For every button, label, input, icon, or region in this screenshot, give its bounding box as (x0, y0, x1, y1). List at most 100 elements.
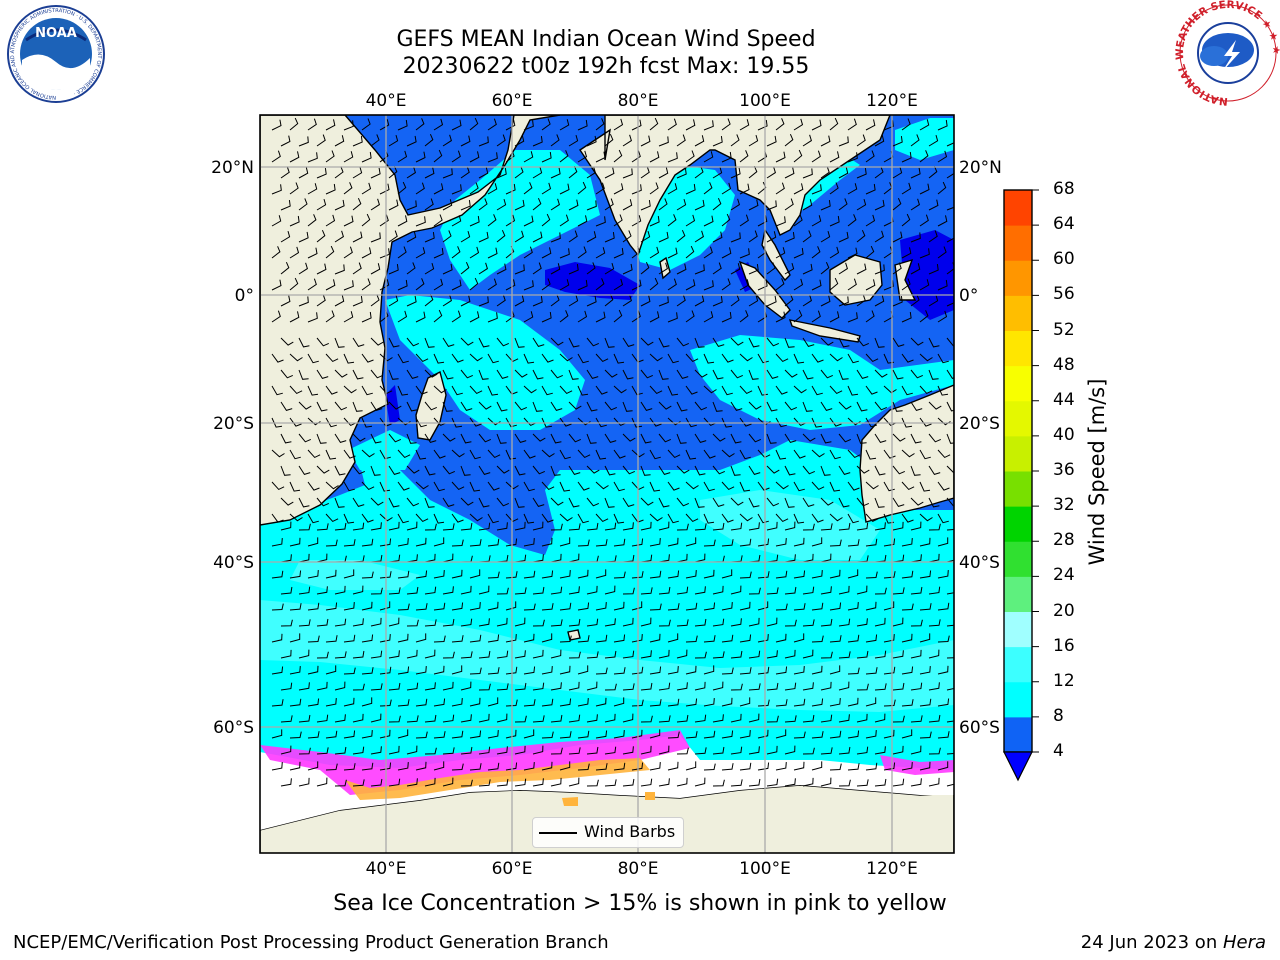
wind-barb (649, 666, 662, 675)
wind-barb (865, 730, 877, 739)
wind-barb (685, 449, 697, 460)
wind-barb (424, 523, 437, 531)
wind-barb (460, 651, 473, 659)
wind-barb (775, 278, 785, 291)
wind-barb (460, 433, 472, 444)
wind-barb (433, 385, 447, 394)
lon-tick-bottom: 80°E (618, 859, 659, 879)
wind-barb (469, 151, 480, 163)
wind-barb (829, 698, 841, 707)
wind-barb (694, 433, 707, 443)
wind-barb (802, 777, 814, 787)
wind-barb (721, 353, 734, 363)
wind-barb (685, 570, 697, 579)
wind-barb (298, 465, 311, 475)
wind-barb (424, 294, 434, 307)
wind-barb (334, 714, 346, 723)
wind-barb (514, 230, 524, 243)
wind-barb (739, 119, 750, 131)
wind-barb (352, 296, 363, 307)
wind-barb (370, 198, 380, 211)
wind-barb (820, 747, 833, 755)
wind-barb (928, 586, 941, 595)
colorbar-segment (1004, 611, 1032, 648)
wind-barb (874, 369, 888, 378)
wind-barb (334, 618, 347, 627)
wind-barb (433, 513, 445, 524)
wind-barb (388, 587, 401, 595)
wind-barb (685, 481, 699, 490)
wind-barb (919, 150, 929, 163)
wind-barb (748, 746, 760, 755)
wind-barb (451, 150, 461, 163)
wind-barb (793, 537, 805, 547)
wind-barb (856, 650, 869, 659)
wind-barb (793, 278, 804, 291)
wind-barb (433, 183, 444, 195)
wind-barb (712, 262, 722, 275)
wind-barb (928, 682, 940, 691)
wind-barb (595, 118, 605, 131)
wind-barb (640, 745, 652, 755)
wind-barb (595, 730, 608, 739)
wind-barb (901, 449, 915, 458)
wind-barb (829, 417, 842, 427)
wind-barb (316, 777, 328, 787)
wind-barb (676, 230, 686, 243)
wind-barb (406, 337, 419, 347)
wind-barb (712, 585, 724, 595)
wind-barb (784, 715, 797, 723)
wind-barb (748, 199, 759, 211)
wind-barb (856, 585, 868, 595)
wind-barb (523, 311, 534, 323)
wind-barb (730, 465, 741, 476)
wind-barb (793, 353, 805, 364)
wind-barb (487, 152, 498, 163)
wind-barb (514, 617, 526, 627)
wind-barb (316, 553, 328, 563)
wind-barb (721, 247, 732, 259)
wind-barb (379, 601, 391, 611)
wind-barb (397, 666, 410, 675)
wind-barb (541, 731, 554, 739)
wind-barb (289, 449, 301, 460)
wind-barb (325, 310, 335, 323)
wind-barb (397, 215, 408, 227)
wind-barb (739, 417, 752, 427)
wind-barb (820, 337, 834, 346)
wind-barb (667, 666, 679, 675)
wind-barb (784, 465, 796, 476)
wind-barb (847, 312, 858, 323)
wind-barb (739, 183, 750, 195)
lon-tick-top: 40°E (366, 91, 407, 111)
wind-barb (361, 601, 373, 611)
wind-barb (451, 215, 462, 227)
wind-barb (739, 730, 751, 739)
wind-barb (649, 246, 660, 259)
wind-barb (298, 198, 308, 211)
wind-barb (550, 714, 563, 723)
wind-barb (352, 166, 363, 179)
wind-barb (343, 280, 354, 291)
wind-barb (451, 481, 465, 491)
wind-barb (541, 213, 551, 227)
wind-barb (883, 634, 895, 643)
wind-barb (559, 385, 573, 395)
wind-barb (847, 730, 860, 739)
wind-barb (856, 230, 866, 243)
wind-barb (451, 635, 464, 643)
wind-barb (271, 184, 282, 195)
wind-barb (748, 497, 760, 508)
wind-barb (604, 779, 617, 787)
wind-barb (874, 135, 885, 147)
wind-barb (667, 353, 679, 364)
wind-barb (424, 401, 437, 411)
wind-barb (658, 649, 670, 659)
colorbar-tick-label: 24 (1053, 565, 1075, 586)
wind-barb (361, 513, 374, 523)
wind-barb (667, 278, 677, 291)
wind-barb (550, 433, 562, 444)
wind-barb (334, 497, 345, 508)
wind-barb (568, 294, 579, 307)
colorbar-tick-label: 4 (1053, 741, 1064, 761)
